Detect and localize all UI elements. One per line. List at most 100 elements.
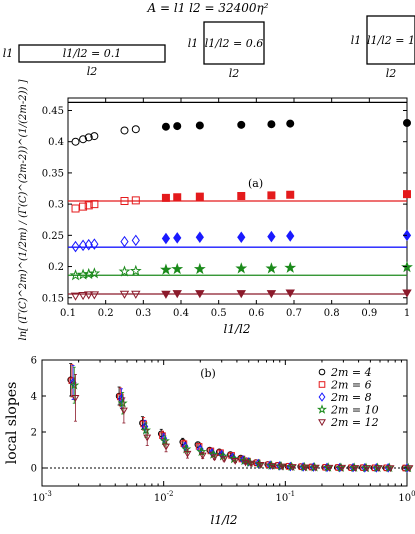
panel-a-chart: 0.1 0.2 0.3 0.4 0.5 0.6 0.7 0.8 0.9 1 0.15 0.2 0.25 0… [18,79,413,340]
panel-b-ytick-label: 2 [31,428,37,439]
panel-a-xtick-label: 0.9 [361,308,377,319]
box-1-ratio-label: l1/l2 = 0.1 [63,47,121,60]
panel-a-xtick-label: 0.7 [286,308,302,319]
panel-a-xtick-label: 0.5 [211,308,227,319]
panel-a-point-filled-2m=8 [173,232,182,244]
panel-a-point-filled-2m=4 [237,120,246,129]
panel-a-point-filled-2m=12 [161,290,171,299]
panel-a-point-filled-2m=8 [286,230,295,242]
panel-a-point-filled-2m=8 [267,230,276,243]
panel-a-point-open-2m=4 [131,125,140,134]
panel-a-ytick-label: 0.15 [42,293,64,304]
panel-a-ytick-label: 0.25 [42,231,64,242]
panel-a-point-filled-2m=10 [284,261,297,273]
panel-a-point-open-2m=8 [131,234,140,247]
box-1-bottom-label: l2 [87,65,98,78]
panel-b-axes-frame [41,359,408,487]
panel-b-xlabel: l1/l2 [211,513,238,527]
panel-a-point-filled-2m=12 [266,290,277,299]
panel-a-xtick-label: 1 [404,308,410,319]
panel-a-point-open-2m=4 [71,137,80,146]
legend-label-2m = 12: 2m = 12 [330,416,379,429]
panel-a-point-filled-2m=10 [171,262,184,275]
header-diagram: A = l1 l2 = 32400η² l1/l2 = 0.1 l1 l2 l1… [3,1,415,80]
panel-b-point-2m = 10 [117,397,128,408]
panel-b-point-2m = 12 [119,407,128,415]
legend-marker-2m = 10 [317,404,327,414]
panel-a-point-open-2m=12 [78,291,88,301]
panel-b-ylabel: local slopes [4,382,20,465]
panel-a-point-filled-2m=8 [195,231,204,243]
square-box-1 [366,15,415,65]
panel-b-point-2m = 12 [268,463,277,470]
panel-b-point-2m = 6 [140,420,147,428]
panel-b-point-2m = 12 [374,465,383,472]
panel-a-point-filled-2m=4 [267,120,276,129]
panel-b-ytick-label: 6 [31,356,37,367]
panel-a-point-filled-2m=6 [286,190,295,199]
panel-b-xtick-label: 10-3 [32,490,52,504]
panel-b-point-2m = 12 [143,434,152,442]
panel-b-point-2m = 12 [183,450,192,458]
panel-a-ylabel: ln[ (Γ(C)^2m)^(1/2m) / (Γ(C)^(2m-2))^(1/… [18,79,29,340]
panel-b-point-2m = 12 [247,460,256,468]
box-2-side-label: l1 [188,37,199,50]
panel-a-point-open-2m=10 [118,265,131,277]
legend-label-2m = 10: 2m = 10 [330,404,379,417]
panel-a-point-filled-2m=6 [403,190,411,199]
panel-b-point-2m = 4 [179,438,186,446]
panel-a-point-filled-2m=12 [402,289,412,298]
rect-box-0p1 [18,44,166,63]
panel-a-point-filled-2m=10 [235,262,248,274]
panel-a-point-open-2m=8 [90,238,99,250]
box-3-bottom-label: l2 [386,67,397,80]
panel-a-ytick-label: 0.2 [48,262,64,273]
box-3-side-label: l1 [351,34,362,47]
panel-a-xlabel: l1/l2 [224,322,251,336]
panel-b-point-2m = 12 [386,465,395,473]
panel-a-xtick-label: 0.4 [173,308,189,319]
rect-box-0p6 [203,21,265,65]
svg-text:ln[ (Γ(C)^2m)^(1/2m) / (Γ(C)^(: ln[ (Γ(C)^2m)^(1/2m) / (Γ(C)^(2m-2))^(1/… [18,79,29,340]
area-formula: A = l1 l2 = 32400η² [147,1,269,15]
box-2-bottom-label: l2 [229,67,240,80]
panel-b-ytick-label: 4 [31,392,37,403]
panel-a-ytick-label: 0.45 [42,106,64,117]
panel-a-point-open-2m=12 [131,290,141,299]
panel-a-point-open-2m=12 [83,291,94,300]
panel-a-ytick-label: 0.4 [48,137,64,148]
panel-a-point-filled-2m=6 [173,193,182,202]
panel-b-point-2m = 10 [159,435,170,446]
panel-a-point-filled-2m=12 [236,290,246,299]
panel-a-xtick-label: 0.3 [135,308,151,319]
box-3-ratio-label: l1/l2 = 1 [367,34,415,47]
panel-b-point-2m = 6 [195,443,203,450]
panel-b-point-2m = 12 [162,443,171,451]
panel-a-point-filled-2m=10 [265,262,278,274]
panel-a-point-open-2m=4 [120,126,129,135]
panel-b-point-2m = 10 [69,379,80,390]
panel-b-point-2m = 8 [118,393,125,404]
panel-a-point-filled-2m=12 [172,290,182,299]
panel-b-xtick-label: 10-1 [276,490,296,504]
panel-a-point-open-2m=8 [71,240,80,253]
panel-a-point-open-2m=6 [71,204,80,213]
panel-a-point-open-2m=4 [84,133,93,142]
panel-a-point-filled-2m=4 [173,122,182,131]
panel-a-ytick-label: 0.3 [48,200,64,211]
legend-label-2m = 6: 2m = 6 [330,379,372,392]
panel-a-point-filled-2m=12 [285,289,295,298]
panel-b-point-2m = 12 [325,464,334,472]
panel-b-point-2m = 12 [351,465,360,472]
panel-a-point-open-2m=4 [79,135,88,144]
panel-b-xtick-label: 100 [398,490,415,504]
panel-a-point-open-2m=4 [90,132,99,141]
panel-b-point-2m = 10 [208,449,219,459]
panel-a-point-filled-2m=4 [286,119,295,128]
panel-a-point-open-2m=6 [120,197,129,205]
panel-b-point-2m = 12 [210,454,219,462]
panel-b-point-2m = 12 [256,462,265,469]
